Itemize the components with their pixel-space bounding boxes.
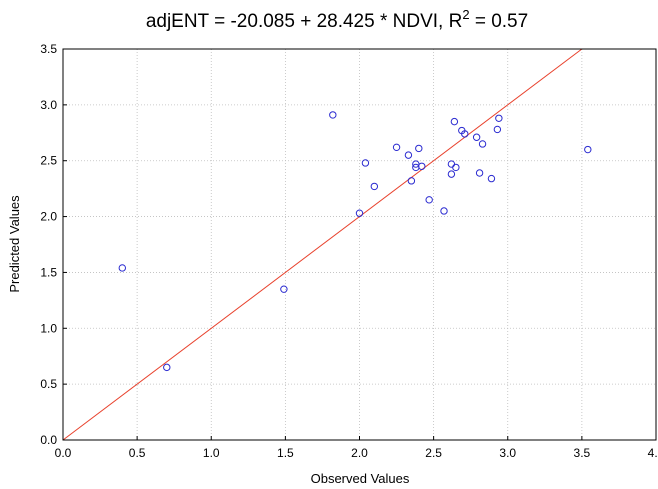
x-tick-label: 1.5: [277, 446, 294, 460]
chart-title-superscript: 2: [462, 7, 469, 22]
data-point-3: [329, 111, 337, 119]
y-tick-label: 2.5: [40, 154, 57, 168]
data-point-23: [475, 169, 484, 177]
x-axis-label: Observed Values: [311, 471, 410, 486]
x-axis-ticks: 0.0 0.5 1.0 1.5 2.0 2.5 3.0 3.5 4.0: [55, 436, 658, 460]
chart-title-main: adjENT = -20.085 + 28.425 * NDVI, R: [146, 11, 463, 32]
data-point-12: [415, 144, 423, 153]
chart-title: adjENT = -20.085 + 28.425 * NDVI, R2 = 0…: [146, 7, 528, 32]
data-point-6: [370, 182, 379, 191]
data-point-4: [355, 209, 364, 217]
data-point-18: [450, 117, 459, 126]
y-axis-label: Predicted Values: [7, 195, 22, 293]
y-tick-label: 1.0: [40, 321, 57, 335]
y-tick-label: 2.0: [40, 210, 57, 224]
data-point-2: [280, 285, 288, 293]
y-tick-label: 3.5: [40, 42, 57, 56]
data-point-5: [361, 159, 370, 167]
y-tick-label: 3.0: [40, 98, 57, 112]
data-point-21: [461, 130, 469, 138]
data-point-13: [418, 162, 426, 171]
data-point-9: [407, 177, 416, 185]
data-point-8: [404, 151, 413, 159]
x-tick-label: 3.0: [499, 446, 516, 460]
data-point-14: [425, 196, 433, 204]
data-point-19: [452, 163, 460, 172]
y-tick-label: 1.5: [40, 265, 57, 279]
data-point-7: [392, 143, 401, 152]
data-point-1: [163, 363, 171, 372]
x-tick-label: 0.0: [55, 446, 72, 460]
reference-line-layer: [62, 48, 583, 441]
y-axis-ticks: 0.0 0.5 1.0 1.5 2.0 2.5 3.0 3.5: [40, 42, 67, 447]
data-point-27: [495, 114, 503, 122]
identity-reference-line: [62, 48, 583, 441]
chart-title-value: = 0.57: [470, 11, 529, 32]
data-point-26: [493, 125, 502, 134]
grid-lines: [63, 49, 656, 440]
data-point-15: [440, 207, 448, 215]
data-point-24: [478, 140, 487, 148]
x-tick-label: 0.5: [129, 446, 146, 460]
data-point-17: [447, 160, 456, 168]
x-tick-label: 1.0: [203, 446, 220, 460]
x-tick-label: 2.0: [351, 446, 368, 460]
data-point-16: [447, 170, 456, 178]
y-tick-label: 0.5: [40, 377, 57, 391]
data-point-0: [118, 264, 127, 272]
data-point-25: [487, 174, 496, 183]
data-points: [118, 111, 592, 372]
y-tick-label: 0.0: [40, 433, 57, 447]
data-point-22: [472, 133, 481, 141]
x-tick-label: 4.0: [648, 446, 658, 460]
data-point-28: [584, 145, 592, 154]
x-tick-label: 2.5: [425, 446, 442, 460]
x-tick-label: 3.5: [574, 446, 591, 460]
